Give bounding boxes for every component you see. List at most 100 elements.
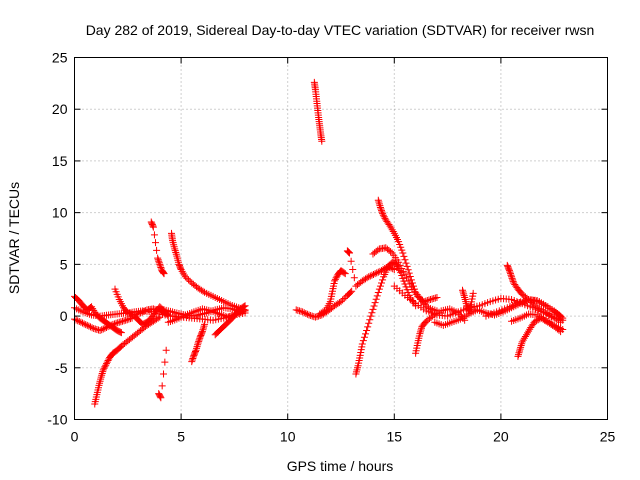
data-point xyxy=(357,349,365,357)
x-tick-label: 20 xyxy=(493,429,509,445)
data-point xyxy=(194,341,202,349)
data-point xyxy=(398,264,406,272)
data-point xyxy=(188,358,196,366)
data-point xyxy=(465,305,473,313)
data-point xyxy=(160,270,168,278)
data-point xyxy=(339,296,347,304)
data-point xyxy=(98,326,106,334)
data-point xyxy=(416,330,424,338)
data-point xyxy=(514,352,522,360)
data-point xyxy=(427,313,435,321)
data-point xyxy=(427,296,435,304)
data-point xyxy=(188,356,196,364)
data-point xyxy=(399,268,407,276)
data-point xyxy=(379,210,387,218)
data-point xyxy=(467,302,475,310)
data-point xyxy=(468,298,476,306)
data-point xyxy=(149,223,157,231)
data-point xyxy=(307,312,315,320)
data-point xyxy=(557,318,565,326)
data-point xyxy=(557,313,565,321)
data-point xyxy=(191,347,199,355)
data-point xyxy=(518,338,526,346)
data-point xyxy=(123,316,131,324)
data-point xyxy=(516,345,524,353)
series-arc27 xyxy=(503,261,565,326)
data-point xyxy=(417,324,425,332)
series-arc16 xyxy=(292,287,356,321)
data-point xyxy=(100,364,108,372)
data-point xyxy=(98,369,106,377)
data-point xyxy=(112,319,120,327)
data-point xyxy=(404,266,412,274)
data-point xyxy=(559,326,567,334)
data-points xyxy=(71,78,567,408)
data-point xyxy=(422,297,430,305)
data-point xyxy=(365,319,373,327)
data-point xyxy=(193,344,201,352)
data-point xyxy=(199,287,207,295)
data-point xyxy=(423,297,431,305)
data-point xyxy=(399,249,407,257)
data-point xyxy=(378,207,386,215)
data-point xyxy=(362,330,370,338)
data-point xyxy=(185,276,193,284)
data-point xyxy=(521,332,529,340)
data-point xyxy=(340,294,348,302)
x-tick-label: 15 xyxy=(387,429,403,445)
data-point xyxy=(138,308,146,316)
data-point xyxy=(416,328,424,336)
x-tick-label: 25 xyxy=(600,429,616,445)
data-point xyxy=(509,277,517,285)
y-tick-label: 25 xyxy=(52,50,68,66)
series-arc13 xyxy=(188,320,209,366)
data-point xyxy=(528,299,536,307)
data-point xyxy=(294,306,302,314)
data-point xyxy=(179,269,187,277)
data-point xyxy=(189,353,197,361)
data-point xyxy=(104,357,112,365)
data-point xyxy=(358,343,366,351)
data-point xyxy=(375,200,383,208)
data-point xyxy=(150,231,158,239)
data-point xyxy=(135,309,143,317)
series-arc08 xyxy=(155,346,170,402)
data-point xyxy=(370,270,378,278)
data-point xyxy=(200,322,208,330)
data-point xyxy=(459,288,467,296)
data-point xyxy=(379,276,387,284)
data-point xyxy=(403,286,411,294)
data-point xyxy=(396,261,404,269)
series-arc21 xyxy=(369,244,441,306)
data-point xyxy=(350,274,358,282)
data-point xyxy=(465,307,473,315)
data-point xyxy=(508,274,516,282)
data-point xyxy=(506,270,514,278)
data-point xyxy=(154,254,162,262)
data-point xyxy=(371,270,379,278)
series-arc06 xyxy=(130,303,172,328)
data-point xyxy=(241,302,249,310)
data-point xyxy=(345,248,353,256)
data-point xyxy=(311,313,319,321)
data-point xyxy=(509,276,517,284)
data-point xyxy=(155,257,163,265)
y-axis-label: SDTVAR / TECUs xyxy=(6,182,22,294)
data-point xyxy=(292,306,300,314)
data-point xyxy=(459,286,467,294)
series-arc20 xyxy=(374,196,441,315)
data-point xyxy=(75,318,83,326)
data-point xyxy=(406,280,414,288)
data-point xyxy=(390,266,398,274)
x-tick-label: 5 xyxy=(177,429,185,445)
data-point xyxy=(374,289,382,297)
data-point xyxy=(515,349,523,357)
data-point xyxy=(199,326,207,334)
data-point xyxy=(90,324,98,332)
data-point xyxy=(141,307,149,315)
data-point xyxy=(467,301,475,309)
data-point xyxy=(91,325,99,333)
data-point xyxy=(365,273,373,281)
data-point xyxy=(331,275,339,283)
data-point xyxy=(198,328,206,336)
